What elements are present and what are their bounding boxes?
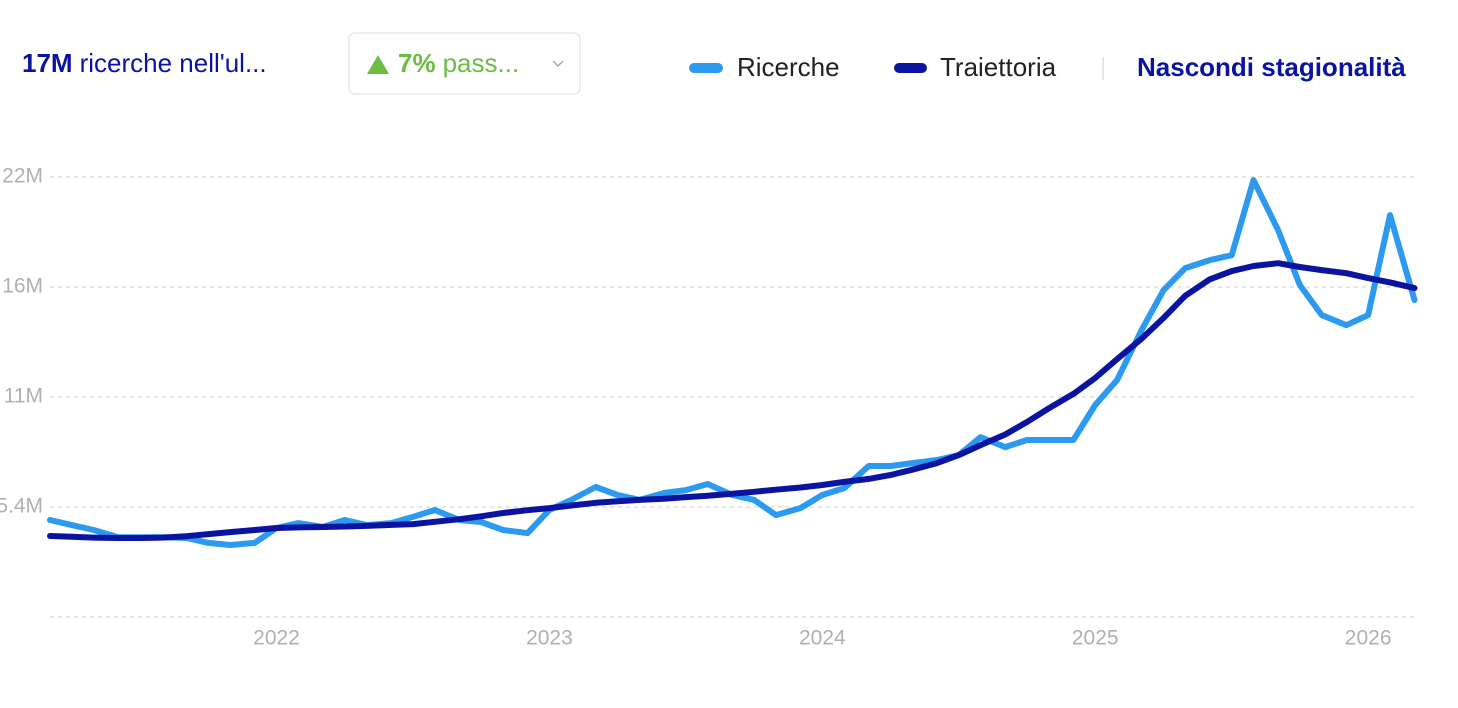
legend-label: Traiettoria: [940, 52, 1057, 82]
y-tick-label: 11M: [4, 385, 43, 408]
seasonality-toggle[interactable]: Nascondi stagionalità: [1137, 52, 1406, 82]
change-dropdown[interactable]: [348, 32, 581, 95]
total-text: ricerche nell'ul...: [80, 48, 267, 78]
legend-label: Ricerche: [737, 52, 840, 82]
total-summary: 17M ricerche nell'ul...: [22, 48, 267, 78]
change: 7%: [398, 48, 436, 78]
y-tick-label: 16M: [2, 275, 43, 298]
up-arrow: [367, 55, 389, 74]
change-text: pass...: [443, 48, 520, 78]
change-summary: 7% pass...: [398, 48, 519, 78]
y-tick-label: 22M: [2, 165, 43, 188]
y-tick-label: 5.4M: [0, 495, 43, 518]
x-tick-label: 2025: [1072, 627, 1119, 650]
x-tick-label: 2023: [526, 627, 573, 650]
total: 17M: [22, 48, 73, 78]
x-tick-label: 2024: [799, 627, 846, 650]
chevron: [552, 60, 564, 68]
x-tick-label: 2026: [1345, 627, 1392, 650]
series-line: [47, 177, 1418, 548]
series-line: [47, 260, 1418, 541]
x-tick-label: 2022: [253, 627, 300, 650]
